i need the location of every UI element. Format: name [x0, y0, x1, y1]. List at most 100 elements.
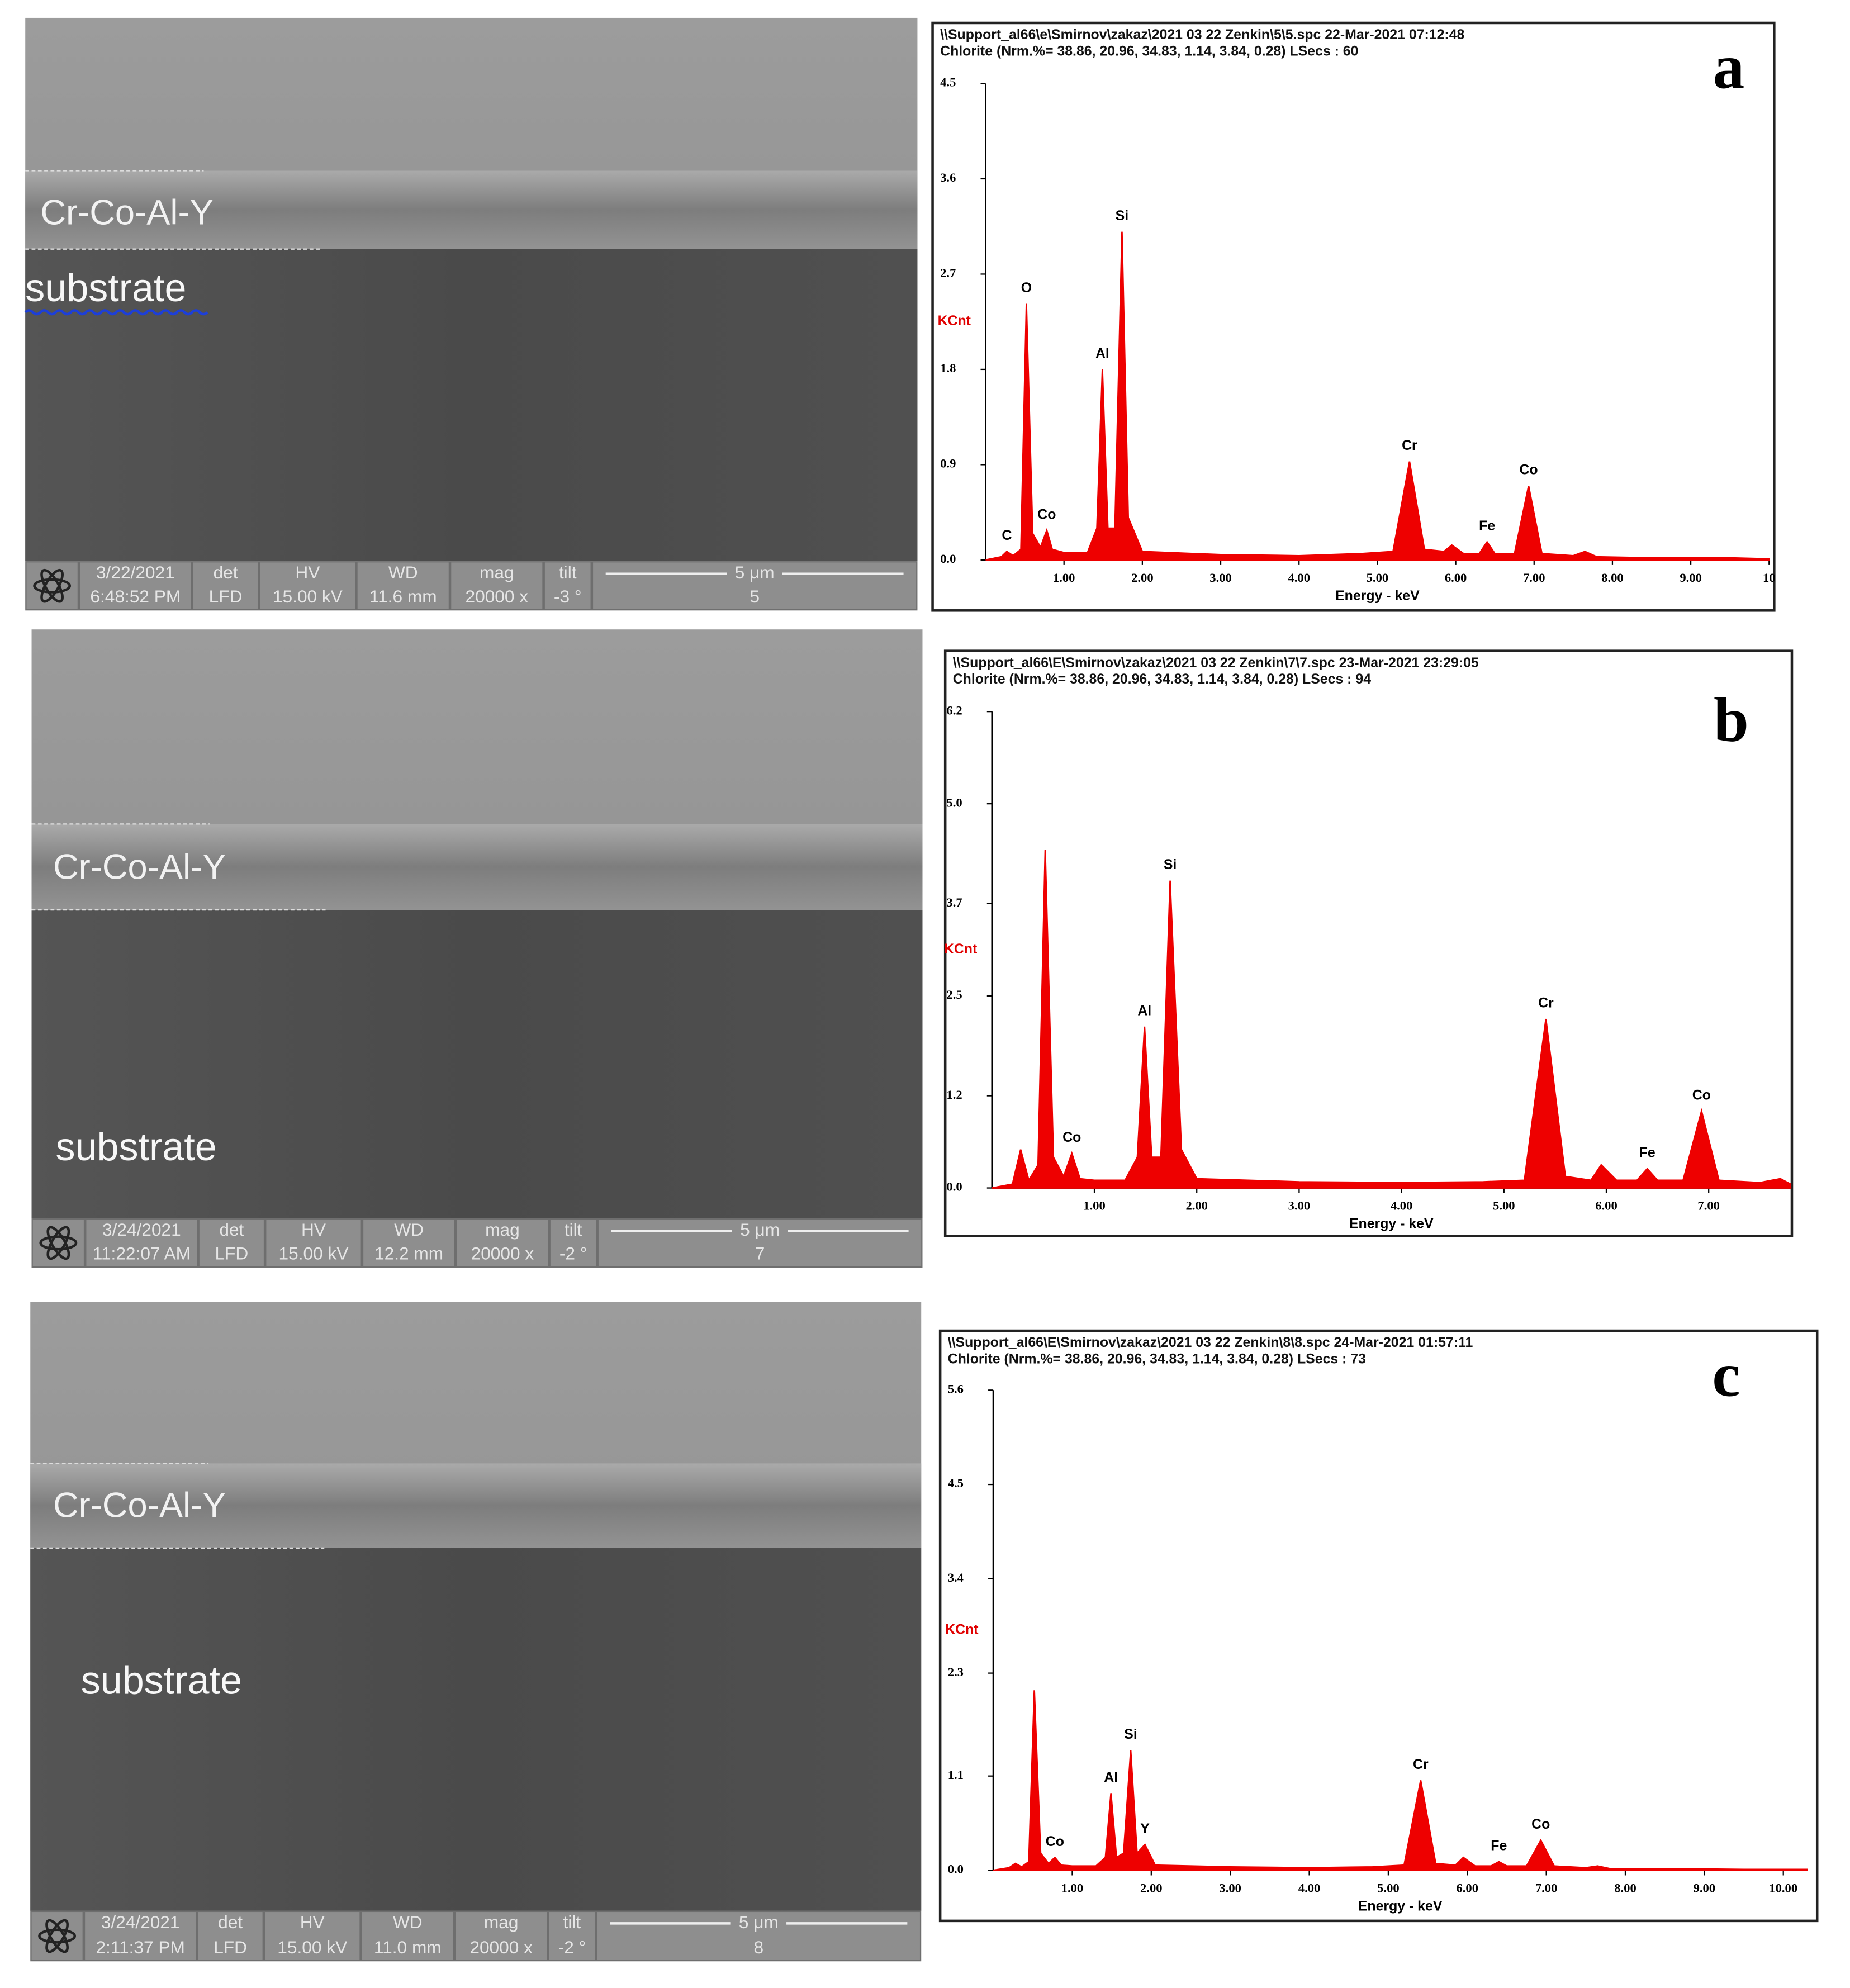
y-tick-label: 1.8: [940, 361, 956, 375]
y-tick-label: 5.6: [948, 1382, 964, 1396]
spectrum-header: \\Support_al66\e\Smirnov\zakaz\2021 03 2…: [940, 27, 1464, 42]
logo-orbit: [40, 568, 64, 603]
info-wd: 12.2 mm: [374, 1244, 443, 1264]
x-tick-label: 9.00: [1694, 1881, 1716, 1895]
sem-substrate: [30, 1548, 922, 1911]
spectrum-frame: [931, 21, 1776, 612]
x-axis-label: Energy - keV: [1349, 1216, 1434, 1232]
sem-coating-layer: [30, 1463, 922, 1548]
panel-letter: c: [1712, 1340, 1740, 1410]
y-tick-label: 3.7: [946, 895, 962, 909]
y-tick-label: 0.0: [940, 552, 956, 566]
x-tick-label: 4.00: [1391, 1199, 1413, 1213]
substrate-label: substrate: [25, 266, 186, 310]
y-tick-label: 1.2: [946, 1088, 962, 1102]
y-tick-label: 0.9: [940, 457, 956, 471]
info-cell: [357, 562, 449, 610]
x-tick-label: 4.00: [1298, 1881, 1321, 1895]
y-tick-label: 3.6: [940, 170, 956, 184]
y-axis-label: KCnt: [945, 1621, 978, 1637]
peak-label: Cr: [1402, 438, 1417, 453]
x-tick-label: 5.00: [1367, 571, 1389, 585]
info-cell: [456, 1912, 547, 1960]
info-det: LFD: [214, 1937, 247, 1957]
x-tick-label: 8.00: [1601, 571, 1624, 585]
peak-label: Fe: [1639, 1145, 1655, 1161]
info-mag-h: mag: [484, 1912, 519, 1932]
sem-substrate: [31, 910, 923, 1218]
peak-label: Si: [1164, 857, 1177, 872]
x-tick-label: 7.00: [1535, 1881, 1558, 1895]
info-cell: [260, 562, 355, 610]
peak-label: Y: [1140, 1821, 1150, 1837]
panel-letter: b: [1714, 685, 1749, 755]
logo-orbit: [40, 568, 64, 603]
info-cell: [362, 1912, 453, 1960]
y-tick-label: 2.5: [946, 988, 962, 1002]
peak-label: Co: [1037, 506, 1056, 522]
info-hv: 15.00 kV: [279, 1244, 349, 1264]
info-cell: [85, 1912, 196, 1960]
logo-orbit: [45, 1919, 69, 1953]
x-tick-label: 10: [1763, 571, 1776, 585]
info-time: 2:11:37 PM: [96, 1937, 184, 1957]
x-tick-label: 4.00: [1288, 571, 1310, 585]
peak-label: Cr: [1413, 1757, 1429, 1772]
info-wd-h: WD: [394, 1220, 424, 1240]
spectrum-header: \\Support_al66\E\Smirnov\zakaz\2021 03 2…: [953, 655, 1479, 671]
scale-label-bg: [730, 1913, 787, 1934]
info-cell: [199, 1220, 264, 1266]
sem-coating-layer: [31, 824, 923, 910]
info-wd: 11.6 mm: [369, 586, 437, 606]
x-tick-label: 2.00: [1185, 1199, 1208, 1213]
y-tick-label: 2.3: [948, 1665, 964, 1679]
spectrum-frame: [943, 649, 1794, 1237]
peak-label: Fe: [1479, 518, 1495, 534]
y-tick-label: 0.0: [946, 1180, 962, 1194]
y-tick-label: 4.5: [940, 75, 956, 89]
info-mag-h: mag: [485, 1220, 520, 1240]
y-tick-label: 4.5: [948, 1476, 964, 1490]
x-tick-label: 6.00: [1595, 1199, 1617, 1213]
x-tick-label: 10.00: [1769, 1881, 1797, 1895]
info-tilt-h: tilt: [563, 1912, 581, 1932]
info-scale: 5 μm: [739, 1912, 779, 1932]
peak-label: Al: [1095, 345, 1109, 361]
spectrum-header: Chlorite (Nrm.%= 38.86, 20.96, 34.83, 1.…: [948, 1351, 1366, 1367]
peak-label: Co: [1531, 1816, 1550, 1832]
y-axis-label: KCnt: [938, 313, 971, 329]
info-scale: 5 μm: [735, 562, 775, 582]
y-tick-label: 6.2: [946, 703, 962, 717]
info-mag: 20000 x: [466, 586, 529, 606]
substrate-label: substrate: [55, 1125, 216, 1169]
info-tilt: -2 °: [559, 1244, 587, 1264]
info-cell: [198, 1912, 263, 1960]
info-hv: 15.00 kV: [277, 1937, 347, 1957]
info-cell: [549, 1912, 595, 1960]
x-axis-label: Energy - keV: [1358, 1899, 1443, 1914]
info-cell: [86, 1220, 197, 1266]
info-hv: 15.00 kV: [273, 586, 343, 606]
peak-label: Co: [1046, 1834, 1064, 1849]
x-tick-label: 5.00: [1493, 1199, 1515, 1213]
info-date: 3/24/2021: [102, 1220, 181, 1240]
y-tick-label: 0.0: [948, 1862, 964, 1876]
info-cell: [363, 1220, 454, 1266]
peak-label: O: [1021, 280, 1032, 296]
info-date: 3/24/2021: [101, 1912, 180, 1932]
peak-label: Co: [1692, 1088, 1711, 1103]
spectrum-header: Chlorite (Nrm.%= 38.86, 20.96, 34.83, 1.…: [940, 44, 1358, 59]
info-cell: [193, 562, 258, 610]
info-hv-h: HV: [300, 1912, 325, 1932]
peak-label: Si: [1116, 208, 1129, 224]
info-mag: 20000 x: [471, 1244, 534, 1264]
peak-label: Fe: [1491, 1838, 1507, 1854]
x-axis-label: Energy - keV: [1335, 588, 1420, 604]
logo-orbit: [33, 578, 72, 594]
info-cell: [80, 562, 191, 610]
info-wd-h: WD: [393, 1912, 423, 1932]
x-tick-label: 7.00: [1697, 1199, 1720, 1213]
info-frame: 8: [754, 1937, 764, 1957]
info-cell: [544, 562, 591, 610]
info-det: LFD: [209, 586, 243, 606]
